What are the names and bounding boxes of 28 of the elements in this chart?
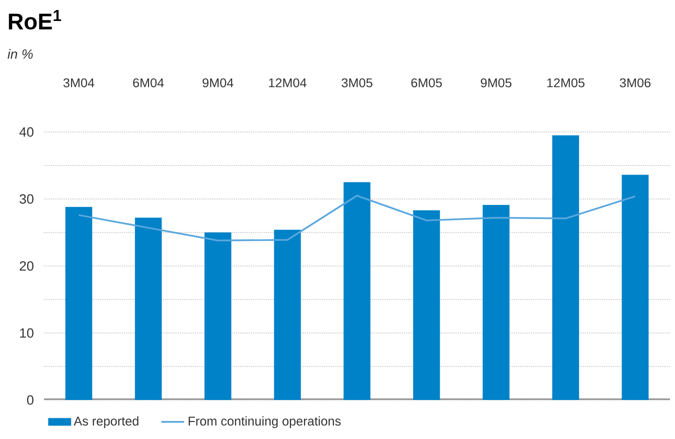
line-series [78, 194, 636, 242]
bar [134, 218, 162, 400]
x-tick-label: 6M05 [411, 78, 442, 88]
bar [552, 135, 580, 400]
bar [622, 174, 649, 400]
chart-title: RoE$^{1}$ [8, 10, 62, 30]
bar [413, 210, 440, 400]
bar [274, 230, 301, 400]
x-tick-label: 3M06 [620, 78, 650, 88]
bar [204, 232, 232, 400]
y-tick-label: 20 [20, 261, 34, 271]
x-tick-label: 9M04 [202, 78, 234, 88]
y-tick-label: 30 [20, 194, 34, 204]
x-tick-label: 12M05 [547, 78, 584, 88]
chart-subtitle: in % [8, 49, 33, 59]
bar [482, 204, 510, 400]
y-tick-label: 10 [20, 328, 34, 338]
legend-label: From continuing operations [188, 416, 341, 428]
x-tick-label: 12M04 [269, 78, 306, 88]
bar [344, 182, 370, 400]
y-tick-label: 0 [27, 395, 34, 405]
x-tick-label: 6M04 [133, 78, 164, 88]
legend-label: As reported [74, 416, 138, 428]
x-tick-label: 9M05 [480, 78, 512, 88]
bar [65, 206, 92, 400]
x-tick-label: 3M05 [342, 78, 372, 88]
x-tick-label: 3M04 [63, 78, 94, 88]
y-tick-label: 40 [19, 127, 34, 137]
